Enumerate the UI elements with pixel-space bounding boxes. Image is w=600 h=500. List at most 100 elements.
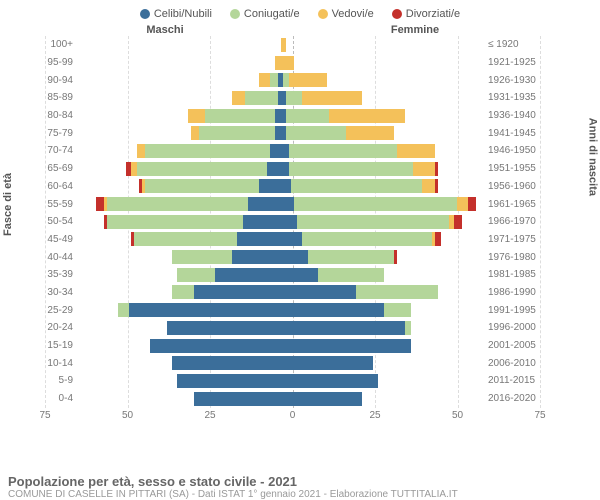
bars — [77, 301, 484, 319]
segment-v — [413, 162, 435, 176]
female-bar — [281, 390, 485, 408]
bars — [77, 178, 484, 196]
segment-g — [205, 109, 276, 123]
bars — [77, 54, 484, 72]
y-right-title: Anni di nascita — [586, 118, 598, 196]
age-label: 10-14 — [45, 358, 77, 369]
bars — [77, 124, 484, 142]
segment-g — [286, 109, 329, 123]
age-label: 65-69 — [45, 163, 77, 174]
x-tick: 25 — [369, 410, 380, 421]
segment-d — [394, 250, 397, 264]
segment-d — [435, 232, 440, 246]
male-bar — [77, 319, 281, 337]
male-bar — [77, 54, 281, 72]
bars — [77, 195, 484, 213]
male-bar — [77, 354, 281, 372]
bars — [77, 36, 484, 54]
x-tick: 25 — [204, 410, 215, 421]
year-label: 1971-1975 — [484, 234, 540, 245]
legend-label: Divorziati/e — [406, 8, 460, 20]
segment-g — [245, 91, 278, 105]
female-bar — [281, 284, 485, 302]
female-bar — [281, 160, 485, 178]
age-label: 0-4 — [45, 393, 77, 404]
year-label: 2016-2020 — [484, 393, 540, 404]
segment-v — [188, 109, 204, 123]
pyramid-row: 15-192001-2005 — [45, 337, 540, 355]
header-male: Maschi — [0, 24, 290, 36]
segment-c — [248, 197, 281, 211]
year-label: 1941-1945 — [484, 128, 540, 139]
segment-c — [281, 232, 303, 246]
legend-swatch — [392, 9, 402, 19]
bars — [77, 231, 484, 249]
segment-c — [281, 197, 295, 211]
male-bar — [77, 231, 281, 249]
x-tick: 0 — [290, 410, 296, 421]
year-label: 1936-1940 — [484, 110, 540, 121]
segment-g — [172, 250, 232, 264]
segment-c — [232, 250, 281, 264]
segment-c — [194, 392, 281, 406]
pyramid-row: 75-791941-1945 — [45, 124, 540, 142]
segment-g — [134, 232, 237, 246]
female-bar — [281, 319, 485, 337]
year-label: 1956-1960 — [484, 181, 540, 192]
segment-d — [468, 197, 476, 211]
bars — [77, 107, 484, 125]
male-bar — [77, 178, 281, 196]
year-label: 2011-2015 — [484, 375, 540, 386]
pyramid-row: 40-441976-1980 — [45, 248, 540, 266]
segment-c — [259, 179, 281, 193]
male-bar — [77, 89, 281, 107]
bars — [77, 71, 484, 89]
segment-g — [118, 303, 129, 317]
segment-v — [137, 144, 145, 158]
year-label: 1946-1950 — [484, 145, 540, 156]
x-axis: 7550250255075 — [45, 410, 540, 426]
segment-c — [270, 144, 281, 158]
pyramid-row: 30-341986-1990 — [45, 284, 540, 302]
male-bar — [77, 372, 281, 390]
age-label: 20-24 — [45, 322, 77, 333]
legend-item: Celibi/Nubili — [140, 8, 212, 20]
female-bar — [281, 124, 485, 142]
segment-c — [281, 392, 362, 406]
segment-c — [243, 215, 281, 229]
segment-v — [329, 109, 405, 123]
female-bar — [281, 178, 485, 196]
pyramid-row: 100+≤ 1920 — [45, 36, 540, 54]
year-label: 1966-1970 — [484, 216, 540, 227]
male-bar — [77, 284, 281, 302]
pyramid-row: 85-891931-1935 — [45, 89, 540, 107]
segment-g — [145, 144, 270, 158]
segment-d — [435, 162, 438, 176]
pyramid-row: 35-391981-1985 — [45, 266, 540, 284]
segment-d — [96, 197, 104, 211]
segment-c — [129, 303, 281, 317]
segment-v — [397, 144, 435, 158]
age-label: 30-34 — [45, 287, 77, 298]
segment-g — [289, 162, 414, 176]
age-label: 50-54 — [45, 216, 77, 227]
segment-c — [281, 268, 319, 282]
year-label: 1981-1985 — [484, 269, 540, 280]
bars — [77, 337, 484, 355]
segment-g — [405, 321, 410, 335]
pyramid-row: 80-841936-1940 — [45, 107, 540, 125]
segment-v — [191, 126, 199, 140]
segment-d — [435, 179, 438, 193]
segment-c — [150, 339, 280, 353]
pyramid-row: 25-291991-1995 — [45, 301, 540, 319]
bars — [77, 160, 484, 178]
footer-sub: COMUNE DI CASELLE IN PITTARI (SA) - Dati… — [8, 489, 592, 500]
year-label: 2006-2010 — [484, 358, 540, 369]
female-bar — [281, 372, 485, 390]
male-bar — [77, 266, 281, 284]
segment-v — [346, 126, 395, 140]
age-label: 45-49 — [45, 234, 77, 245]
legend-label: Coniugati/e — [244, 8, 300, 20]
segment-c — [237, 232, 280, 246]
year-label: 1931-1935 — [484, 92, 540, 103]
